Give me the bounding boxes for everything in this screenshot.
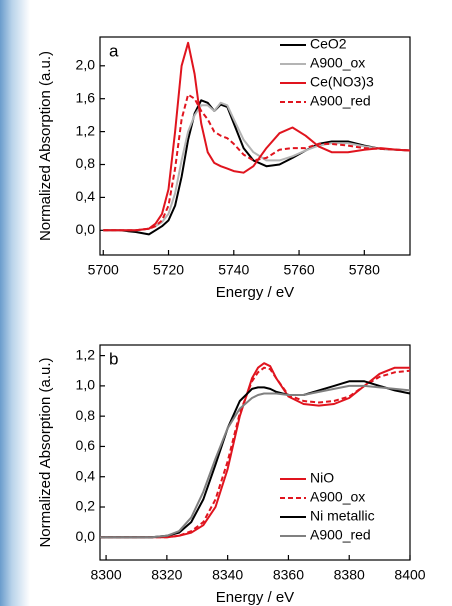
- panel: 8300 8320 8340 8360 8380 8400 0,0 0,2 0,4 0,6 0,8 1…: [37, 344, 426, 606]
- y-tick-label: 0,8: [76, 407, 96, 423]
- y-tick-label: 1,6: [76, 89, 96, 105]
- x-tick-label: 5700: [88, 262, 119, 278]
- y-axis-label: Normalized Absorption (a.u.): [37, 357, 54, 547]
- x-tick-label: 8400: [394, 567, 425, 583]
- y-tick-label: 0,0: [76, 221, 96, 237]
- x-tick-label: 5780: [349, 262, 380, 278]
- y-tick-label: 2,0: [76, 56, 96, 72]
- legend-label: A900_ox: [310, 55, 365, 71]
- y-axis-label: Normalized Absorption (a.u.): [37, 51, 54, 241]
- legend-label: A900_red: [310, 527, 371, 543]
- y-tick-label: 1,0: [76, 377, 96, 393]
- x-tick-label: 8320: [151, 567, 182, 583]
- legend-label: CeO2: [310, 36, 347, 52]
- x-tick-label: 8360: [273, 567, 304, 583]
- y-tick-label: 0,6: [76, 437, 96, 453]
- y-tick-label: 0,2: [76, 498, 96, 514]
- y-tick-label: 0,8: [76, 155, 96, 171]
- plot-frame: [99, 344, 411, 561]
- y-tick-label: 1,2: [76, 122, 96, 138]
- panel: 5700 5720 5740 5760 5780 0,0 0,4 0,8 1,2 1,6 2,0 En…: [37, 36, 411, 301]
- y-tick-label: 0,4: [76, 188, 96, 204]
- x-tick-label: 5760: [283, 262, 314, 278]
- x-tick-label: 5720: [153, 262, 184, 278]
- legend-label: Ce(NO3)3: [310, 74, 374, 90]
- x-tick-label: 8380: [334, 567, 365, 583]
- y-tick-label: 0,0: [76, 528, 96, 544]
- plot-frame: [99, 36, 411, 256]
- series-line: [100, 366, 411, 539]
- panel-label: b: [109, 349, 118, 368]
- x-tick-label: 8340: [212, 567, 243, 583]
- x-axis-label: Energy / eV: [216, 589, 294, 606]
- y-tick-label: 1,2: [76, 346, 96, 362]
- x-axis-label: Energy / eV: [216, 284, 294, 301]
- legend-label: Ni metallic: [310, 508, 375, 524]
- legend: CeO2 A900_ox Ce(NO3)3 A900_red: [280, 36, 374, 109]
- x-tick-label: 8300: [91, 567, 122, 583]
- legend: NiO A900_ox Ni metallic A900_red: [280, 470, 375, 543]
- legend-label: A900_red: [310, 93, 371, 109]
- series-line: [103, 93, 411, 232]
- y-tick-label: 0,4: [76, 467, 96, 483]
- panel-label: a: [109, 41, 119, 60]
- series-line: [100, 384, 411, 539]
- x-tick-label: 5740: [218, 262, 249, 278]
- series-line: [103, 41, 411, 232]
- legend-label: NiO: [310, 470, 334, 486]
- legend-label: A900_ox: [310, 489, 365, 505]
- series-line: [103, 101, 411, 232]
- series-line: [103, 99, 411, 236]
